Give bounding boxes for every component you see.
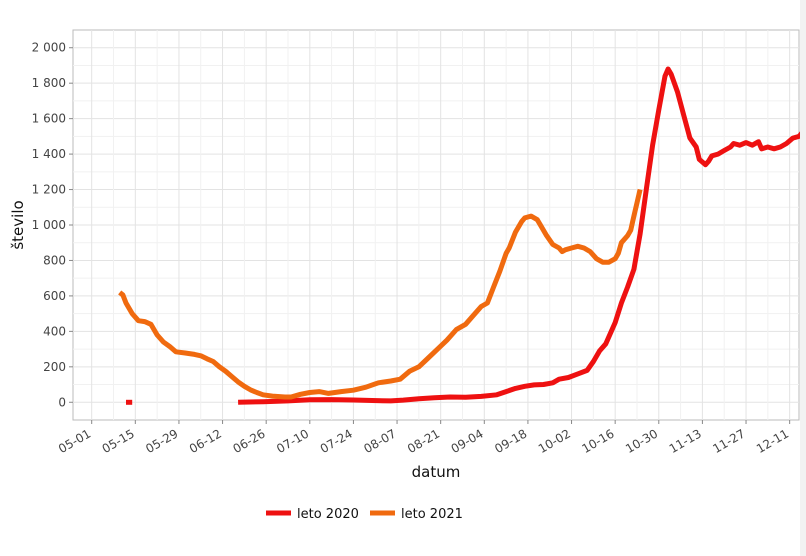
x-tick-label: 05-01 [56,426,93,456]
x-tick-label: 06-12 [187,426,224,456]
x-tick-label: 10-16 [579,426,616,456]
y-tick-label: 800 [43,253,66,267]
y-tick-label: 2 000 [32,41,66,55]
y-tick-label: 200 [43,360,66,374]
x-axis-title: datum [412,463,461,481]
x-tick-label: 08-21 [405,426,442,456]
x-tick-label: 05-29 [143,426,180,456]
x-tick-label: 07-10 [274,426,311,456]
grid [73,30,799,420]
y-tick-label: 1 400 [32,147,66,161]
x-tick-label: 08-07 [361,426,398,456]
legend-label-1: leto 2020 [297,507,359,522]
x-tick-label: 06-26 [230,426,267,456]
y-axis-title: število [9,200,27,249]
y-tick-label: 600 [43,289,66,303]
series-line-1-segment-2 [238,66,800,405]
y-tick-label: 1 200 [32,183,66,197]
x-tick-label: 10-30 [623,426,660,456]
x-axis-ticks: 05-01 05-15 05-29 06-12 06-26 07-10 07-24 08-07… [56,420,791,456]
x-tick-label: 10-02 [536,426,573,456]
x-tick-label: 09-18 [492,426,529,456]
x-tick-label: 11-13 [667,426,704,456]
legend-label-2: leto 2021 [401,507,463,522]
y-tick-label: 0 [58,395,66,409]
y-tick-label: 1 000 [32,218,66,232]
y-tick-label: 1 800 [32,76,66,90]
x-tick-label: 11-27 [710,426,747,456]
y-tick-label: 1 600 [32,112,66,126]
series-line-2-segment-1 [118,188,643,400]
series-group [118,66,800,405]
x-tick-label: 05-15 [100,426,137,456]
x-tick-label: 07-24 [318,426,355,456]
y-axis-ticks: 0 200 400 600 800 1 000 1 200 1 400 1 600 1 800 2 … [32,41,73,409]
x-tick-label: 09-04 [449,426,486,456]
x-tick-label: 12-11 [754,426,791,456]
legend: leto 2020 leto 2021 [266,507,463,522]
y-tick-label: 400 [43,324,66,338]
